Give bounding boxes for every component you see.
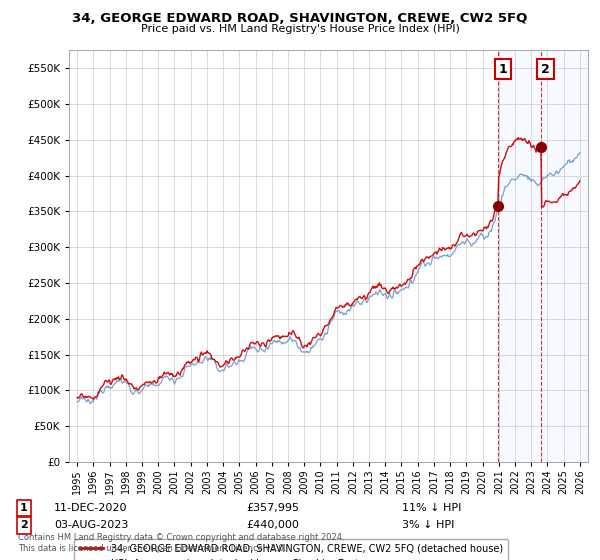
Text: 34, GEORGE EDWARD ROAD, SHAVINGTON, CREWE, CW2 5FQ: 34, GEORGE EDWARD ROAD, SHAVINGTON, CREW… — [73, 12, 527, 25]
Text: 11% ↓ HPI: 11% ↓ HPI — [402, 503, 461, 513]
Legend: 34, GEORGE EDWARD ROAD, SHAVINGTON, CREWE, CW2 5FQ (detached house), HPI: Averag: 34, GEORGE EDWARD ROAD, SHAVINGTON, CREW… — [74, 539, 508, 560]
Text: 1: 1 — [20, 503, 28, 513]
Text: 2: 2 — [541, 63, 550, 76]
Text: 03-AUG-2023: 03-AUG-2023 — [54, 520, 128, 530]
Text: Price paid vs. HM Land Registry's House Price Index (HPI): Price paid vs. HM Land Registry's House … — [140, 24, 460, 34]
Text: Contains HM Land Registry data © Crown copyright and database right 2024.
This d: Contains HM Land Registry data © Crown c… — [18, 533, 344, 553]
Text: 3% ↓ HPI: 3% ↓ HPI — [402, 520, 454, 530]
Text: 11-DEC-2020: 11-DEC-2020 — [54, 503, 128, 513]
Text: £357,995: £357,995 — [246, 503, 299, 513]
Text: £440,000: £440,000 — [246, 520, 299, 530]
Bar — [498, 50, 588, 462]
Text: 2: 2 — [20, 520, 28, 530]
Text: 1: 1 — [499, 63, 507, 76]
